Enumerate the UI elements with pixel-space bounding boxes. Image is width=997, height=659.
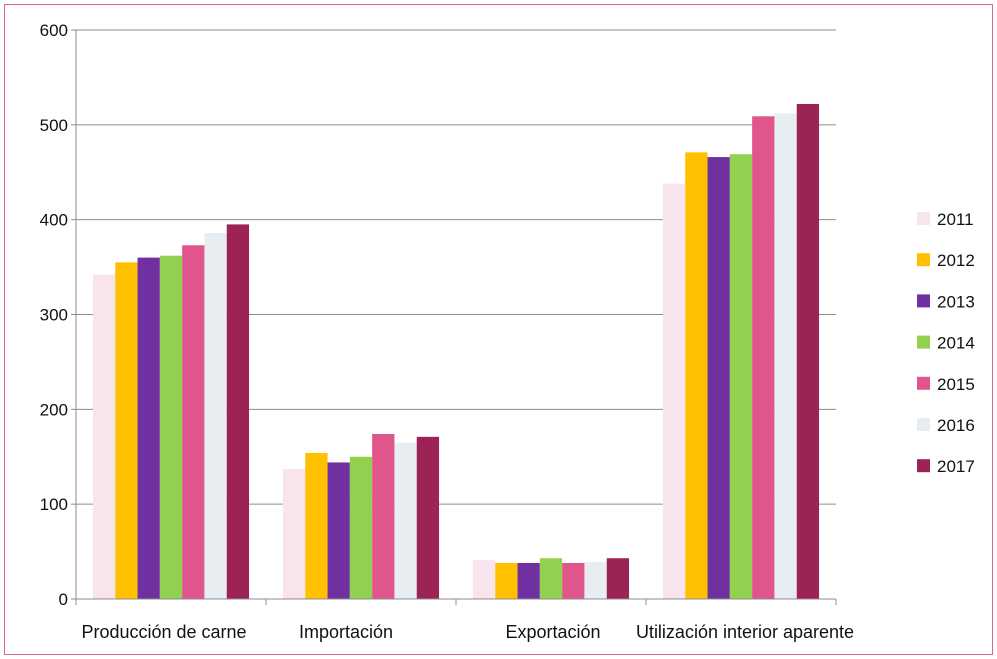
- legend-label: 2012: [937, 251, 975, 270]
- legend-swatch: [917, 335, 930, 349]
- bar-2012-4: [685, 152, 708, 599]
- legend-swatch: [917, 376, 930, 390]
- axes: [71, 29, 837, 605]
- bars-group: [92, 103, 820, 600]
- bar-2016-1: [204, 232, 227, 599]
- bar-2017-2: [416, 436, 440, 599]
- y-tick-label: 300: [40, 306, 68, 325]
- bar-2013-2: [327, 462, 350, 599]
- legend-swatch: [917, 212, 930, 225]
- bar-2013-1: [137, 257, 160, 599]
- bar-2011-2: [282, 469, 306, 599]
- bar-2014-3: [539, 558, 563, 599]
- y-tick-label: 200: [40, 400, 68, 419]
- bar-2012-2: [305, 452, 328, 599]
- legend-swatch: [917, 459, 930, 473]
- legend-label: 2011: [937, 210, 974, 229]
- bar-2013-4: [707, 157, 730, 599]
- bar-2012-1: [115, 262, 138, 599]
- bar-2014-1: [159, 255, 183, 599]
- bar-2016-3: [584, 562, 607, 599]
- bar-2015-3: [562, 562, 585, 599]
- legend-swatch: [917, 418, 930, 431]
- x-category-label: Importación: [299, 622, 393, 642]
- y-axis-tick-labels: 0 100 200 300 400 500 600: [40, 21, 68, 609]
- bar-2014-2: [349, 456, 373, 599]
- bar-2011-1: [92, 274, 116, 599]
- x-category-label: Exportación: [505, 622, 600, 642]
- bar-2015-1: [182, 245, 205, 599]
- legend-label: 2014: [937, 334, 975, 353]
- y-tick-label: 500: [40, 116, 68, 135]
- y-tick-label: 400: [40, 211, 68, 230]
- legend-label: 2017: [937, 457, 975, 476]
- bar-2017-1: [226, 224, 250, 600]
- legend-label: 2016: [937, 416, 975, 435]
- x-category-label: Producción de carne: [81, 622, 246, 642]
- bar-2014-4: [729, 154, 753, 599]
- bar-2015-2: [372, 433, 395, 599]
- bar-2013-3: [517, 562, 540, 599]
- bar-2011-3: [472, 560, 496, 599]
- bar-2011-4: [662, 183, 686, 599]
- y-tick-label: 600: [40, 21, 68, 40]
- bar-2016-2: [394, 442, 417, 599]
- legend-label: 2015: [937, 375, 975, 394]
- bar-2017-3: [606, 558, 630, 599]
- legend-swatch: [917, 253, 930, 267]
- x-axis-tick-labels: Producción de carne Importación Exportació…: [81, 622, 854, 642]
- legend-label: 2013: [937, 292, 975, 311]
- legend-swatch: [917, 294, 930, 308]
- y-tick-label: 100: [40, 495, 68, 514]
- legend: 2011 2012 2013 2014 2015 2016 2017: [917, 210, 975, 476]
- x-category-label: Utilización interior aparente: [636, 622, 854, 642]
- bar-2012-3: [495, 562, 518, 599]
- bar-2017-4: [796, 103, 820, 599]
- y-tick-label: 0: [59, 590, 68, 609]
- bar-2016-4: [774, 113, 797, 599]
- bar-2015-4: [752, 116, 775, 599]
